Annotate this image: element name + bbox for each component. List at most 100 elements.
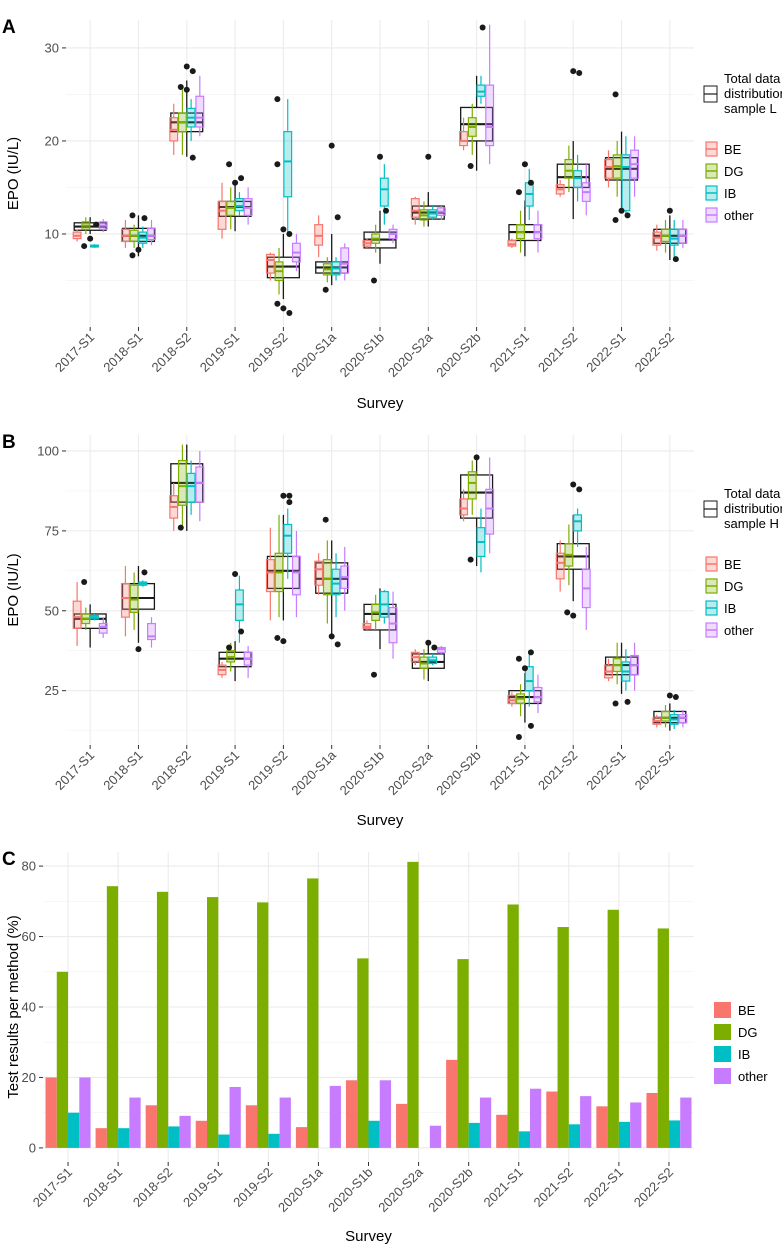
bar-IB [368, 1120, 380, 1148]
x-tick-label: 2022-S1 [583, 748, 628, 793]
outlier-point [666, 207, 673, 214]
outlier-point [286, 230, 293, 237]
box-other-box [388, 606, 398, 644]
x-tick-label: 2018-S1 [80, 1165, 125, 1210]
box-IB-box [621, 154, 631, 212]
box-BE-box [459, 498, 469, 516]
x-tick-label: 2022-S1 [583, 330, 628, 375]
x-tick-label: 2020-S2a [375, 1164, 426, 1215]
bar-BE [646, 1092, 658, 1148]
box-other-box [195, 466, 205, 503]
outlier-point [286, 492, 293, 499]
box-BE-box [410, 198, 420, 218]
outlier-point [328, 633, 335, 640]
x-tick-label: 2020-S2b [433, 748, 483, 798]
bar-BE [345, 1080, 358, 1148]
outlier-point [527, 179, 534, 186]
outlier-point [93, 221, 100, 228]
outlier-point [564, 609, 571, 616]
outlier-point [666, 692, 673, 699]
x-axis-title: Survey [357, 395, 404, 412]
x-tick-label: 2018-S2 [149, 748, 194, 793]
x-tick-label: 2018-S1 [100, 748, 145, 793]
legend-label-IB: IB [738, 1047, 750, 1062]
bar-DG [307, 878, 319, 1148]
outlier-point [383, 207, 389, 214]
outlier-point [672, 694, 679, 701]
x-tick-label: 2022-S2 [631, 1165, 676, 1210]
box-IB-box [331, 568, 341, 596]
box-BE-box [265, 253, 275, 274]
legend-label-other: other [724, 208, 754, 223]
bar-IB [518, 1131, 530, 1148]
box-BE-box [120, 583, 130, 618]
box-BE-box [265, 559, 275, 593]
bar-DG [56, 971, 69, 1148]
legend-key-DG [714, 1024, 731, 1040]
bar-other [479, 1097, 492, 1148]
x-tick-label: 2020-S1b [337, 748, 387, 798]
bar-BE [396, 1103, 408, 1148]
outlier-point [515, 189, 522, 196]
bar-BE [496, 1114, 508, 1148]
bar-IB [168, 1126, 180, 1148]
x-tick-label: 2017-S1 [52, 748, 97, 793]
bar-other [680, 1097, 692, 1148]
legend-total-label: distribution [724, 86, 782, 101]
x-tick-label: 2021-S1 [480, 1165, 525, 1210]
outlier-point [177, 83, 184, 90]
box-other-box [147, 622, 156, 641]
outlier-point [189, 68, 196, 75]
bar-DG [156, 891, 169, 1148]
outlier-point [425, 153, 432, 160]
bar-IB [268, 1133, 280, 1148]
legend-total-label: distribution [724, 501, 782, 516]
legend-label-DG: DG [724, 164, 744, 179]
box-IB-box [186, 472, 196, 503]
outlier-point [280, 305, 287, 312]
x-tick-label: 2020-S2a [385, 329, 436, 380]
y-tick-label: 20 [22, 1070, 36, 1085]
y-tick-label: 20 [45, 133, 59, 148]
outlier-point [280, 226, 287, 233]
outlier-point [570, 68, 577, 75]
box-other-box [147, 227, 156, 241]
x-tick-label: 2020-S1b [337, 330, 387, 380]
bar-IB [568, 1124, 581, 1148]
bar-DG [106, 886, 119, 1148]
y-axis-title: EPO (IU/L) [5, 137, 22, 210]
panel-label: C [2, 849, 16, 870]
legend-label-other: other [724, 623, 754, 638]
outlier-point [328, 142, 335, 149]
legend-label-BE: BE [724, 557, 742, 572]
bar-other [379, 1080, 392, 1148]
bar-IB [118, 1128, 130, 1148]
x-tick-label: 2021-S2 [535, 330, 580, 375]
box-BE-box [459, 131, 469, 147]
x-tick-label: 2021-S2 [531, 1165, 576, 1210]
legend: BE DG IB other [714, 1002, 768, 1084]
bar-other [129, 1097, 141, 1148]
bar-IB [68, 1112, 80, 1148]
x-tick-label: 2019-S2 [245, 748, 290, 793]
box-BE-box [604, 158, 613, 179]
outlier-point [521, 161, 528, 168]
box-other-box [195, 95, 205, 128]
outlier-point [286, 310, 293, 317]
y-tick-label: 60 [22, 929, 36, 944]
x-tick-label: 2020-S1a [288, 329, 339, 380]
bar-DG [407, 861, 419, 1148]
outlier-point [226, 644, 233, 651]
legend-key-other [714, 1068, 731, 1084]
box-IB-box [283, 523, 293, 554]
outlier-point [624, 698, 631, 705]
outlier-point [141, 569, 148, 576]
panel-A: A 10 20 30 2017-S1 2018-S1 2018-S2 2019-S1 2019-… [2, 17, 782, 412]
outlier-point [141, 215, 148, 222]
box-other-box [98, 622, 108, 634]
outlier-point [129, 212, 136, 219]
bar-DG [657, 928, 669, 1148]
